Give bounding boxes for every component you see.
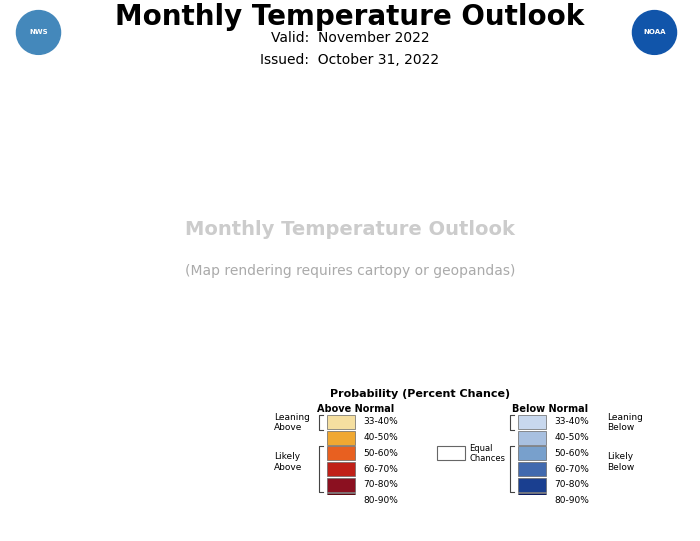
Text: 80-90%: 80-90% [363,496,398,505]
Text: 70-80%: 70-80% [363,480,398,489]
Text: NOAA: NOAA [643,29,666,36]
Text: 70-80%: 70-80% [554,480,589,489]
Text: Leaning
Above: Leaning Above [274,413,310,432]
Bar [327,462,356,476]
Circle shape [16,11,61,55]
Text: Below Normal: Below Normal [512,404,588,414]
Text: 40-50%: 40-50% [363,433,398,442]
Text: Issued:  October 31, 2022: Issued: October 31, 2022 [260,53,440,67]
Text: Likely
Above: Likely Above [274,452,302,472]
Bar [518,493,546,507]
Text: 80-90%: 80-90% [554,496,589,505]
Bar [327,446,356,460]
Text: Monthly Temperature Outlook: Monthly Temperature Outlook [116,3,584,31]
Bar [327,478,356,492]
Bar [518,478,546,492]
Text: (Map rendering requires cartopy or geopandas): (Map rendering requires cartopy or geopa… [185,263,515,278]
Text: 60-70%: 60-70% [363,465,398,473]
Bar [327,493,356,507]
Bar [518,446,546,460]
Bar [518,415,546,429]
Text: Above Normal: Above Normal [316,404,394,414]
Text: 33-40%: 33-40% [554,418,589,426]
Circle shape [633,11,676,55]
Text: Equal
Chances: Equal Chances [469,444,505,463]
Bar [437,446,465,460]
Text: 40-50%: 40-50% [554,433,589,442]
Bar [518,431,546,445]
Text: Monthly Temperature Outlook: Monthly Temperature Outlook [185,220,515,239]
Text: Leaning
Below: Leaning Below [607,413,643,432]
Text: Probability (Percent Chance): Probability (Percent Chance) [330,389,510,399]
Text: Valid:  November 2022: Valid: November 2022 [271,31,429,45]
Text: 50-60%: 50-60% [363,449,398,458]
Text: 50-60%: 50-60% [554,449,589,458]
Text: Likely
Below: Likely Below [607,452,634,472]
Bar [518,462,546,476]
Bar [327,431,356,445]
Bar [327,415,356,429]
Text: 33-40%: 33-40% [363,418,398,426]
Text: NWS: NWS [29,29,48,36]
Text: 60-70%: 60-70% [554,465,589,473]
